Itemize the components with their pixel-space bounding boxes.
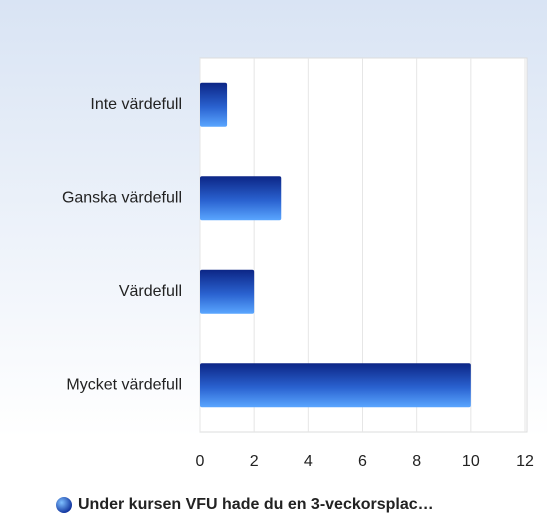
y-tick-label: Ganska värdefull <box>62 189 182 206</box>
x-tick-label: 6 <box>358 453 367 470</box>
x-tick-label: 10 <box>462 453 480 470</box>
y-tick-label: Mycket värdefull <box>66 376 182 393</box>
x-tick-label: 12 <box>516 453 534 470</box>
legend-label: Under kursen VFU hade du en 3-veckorspla… <box>78 496 434 513</box>
y-tick-label: Inte värdefull <box>90 96 182 113</box>
x-tick-label: 2 <box>250 453 259 470</box>
bar <box>200 363 471 408</box>
bar <box>200 269 255 314</box>
x-tick-label: 4 <box>304 453 313 470</box>
bar <box>200 82 228 127</box>
y-tick-label: Värdefull <box>119 283 182 300</box>
legend-marker <box>56 497 72 513</box>
x-tick-label: 8 <box>412 453 421 470</box>
bar <box>200 176 282 221</box>
x-tick-label: 0 <box>196 453 205 470</box>
